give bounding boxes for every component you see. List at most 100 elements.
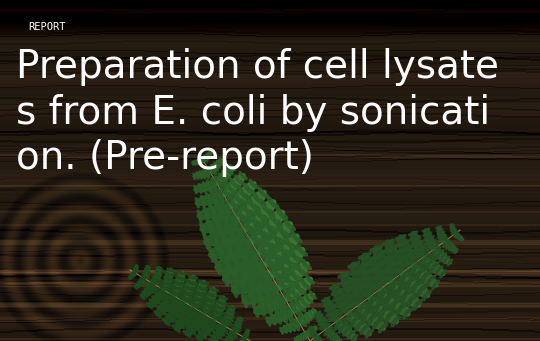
Ellipse shape bbox=[244, 200, 276, 231]
Ellipse shape bbox=[220, 331, 225, 336]
Ellipse shape bbox=[438, 250, 444, 254]
Ellipse shape bbox=[299, 306, 306, 311]
Ellipse shape bbox=[195, 163, 196, 165]
Ellipse shape bbox=[222, 170, 226, 176]
Ellipse shape bbox=[296, 324, 300, 331]
Ellipse shape bbox=[194, 160, 195, 163]
Ellipse shape bbox=[429, 236, 434, 240]
Ellipse shape bbox=[199, 337, 202, 341]
Ellipse shape bbox=[246, 335, 248, 336]
Ellipse shape bbox=[174, 308, 195, 330]
Ellipse shape bbox=[443, 242, 446, 248]
Ellipse shape bbox=[451, 249, 454, 252]
Ellipse shape bbox=[210, 226, 213, 235]
Ellipse shape bbox=[209, 299, 217, 303]
Ellipse shape bbox=[325, 323, 330, 328]
Ellipse shape bbox=[187, 293, 195, 296]
Ellipse shape bbox=[178, 308, 184, 316]
Ellipse shape bbox=[451, 232, 455, 234]
Ellipse shape bbox=[237, 263, 245, 273]
Ellipse shape bbox=[421, 250, 429, 256]
Ellipse shape bbox=[305, 294, 308, 300]
Ellipse shape bbox=[235, 330, 240, 332]
Ellipse shape bbox=[416, 300, 423, 305]
Ellipse shape bbox=[346, 300, 357, 306]
Ellipse shape bbox=[247, 211, 255, 222]
Ellipse shape bbox=[312, 331, 314, 333]
Ellipse shape bbox=[415, 236, 421, 240]
Ellipse shape bbox=[219, 158, 221, 161]
Ellipse shape bbox=[312, 295, 316, 299]
Ellipse shape bbox=[246, 275, 253, 285]
Ellipse shape bbox=[231, 219, 237, 232]
Ellipse shape bbox=[377, 278, 388, 287]
Ellipse shape bbox=[194, 182, 217, 192]
Ellipse shape bbox=[426, 228, 430, 231]
Ellipse shape bbox=[254, 298, 286, 314]
Ellipse shape bbox=[318, 323, 323, 326]
Ellipse shape bbox=[321, 299, 327, 302]
Ellipse shape bbox=[217, 166, 234, 184]
Ellipse shape bbox=[265, 299, 271, 307]
Ellipse shape bbox=[132, 276, 133, 278]
Ellipse shape bbox=[388, 270, 399, 279]
Ellipse shape bbox=[403, 240, 409, 245]
Ellipse shape bbox=[409, 267, 415, 277]
Ellipse shape bbox=[461, 237, 462, 238]
Ellipse shape bbox=[442, 253, 447, 257]
Ellipse shape bbox=[382, 323, 388, 328]
Ellipse shape bbox=[288, 312, 293, 322]
Ellipse shape bbox=[384, 249, 392, 252]
Ellipse shape bbox=[285, 306, 291, 313]
Ellipse shape bbox=[181, 273, 186, 275]
Ellipse shape bbox=[247, 332, 249, 333]
Ellipse shape bbox=[398, 235, 414, 266]
Ellipse shape bbox=[399, 255, 409, 259]
Ellipse shape bbox=[216, 165, 220, 168]
Ellipse shape bbox=[449, 247, 451, 251]
Ellipse shape bbox=[195, 324, 200, 331]
Ellipse shape bbox=[330, 305, 336, 310]
Ellipse shape bbox=[230, 331, 234, 334]
Ellipse shape bbox=[411, 243, 418, 247]
Ellipse shape bbox=[272, 203, 279, 208]
Ellipse shape bbox=[194, 176, 195, 179]
Ellipse shape bbox=[240, 216, 249, 228]
Ellipse shape bbox=[172, 304, 179, 310]
Ellipse shape bbox=[450, 228, 453, 230]
Ellipse shape bbox=[261, 250, 270, 263]
Ellipse shape bbox=[440, 229, 443, 231]
Ellipse shape bbox=[295, 263, 301, 271]
Ellipse shape bbox=[393, 277, 403, 285]
Ellipse shape bbox=[230, 182, 256, 208]
Ellipse shape bbox=[187, 333, 191, 338]
Ellipse shape bbox=[230, 234, 235, 246]
Ellipse shape bbox=[412, 249, 420, 252]
Ellipse shape bbox=[232, 307, 235, 309]
Ellipse shape bbox=[326, 329, 340, 341]
Ellipse shape bbox=[267, 310, 293, 324]
Ellipse shape bbox=[200, 188, 202, 193]
Ellipse shape bbox=[272, 248, 305, 278]
Ellipse shape bbox=[163, 277, 168, 280]
Ellipse shape bbox=[269, 228, 276, 239]
Ellipse shape bbox=[261, 233, 269, 245]
Ellipse shape bbox=[404, 280, 410, 290]
Ellipse shape bbox=[424, 271, 431, 277]
Ellipse shape bbox=[316, 339, 318, 341]
Ellipse shape bbox=[202, 182, 206, 187]
Ellipse shape bbox=[274, 273, 287, 282]
Ellipse shape bbox=[370, 248, 377, 252]
Ellipse shape bbox=[144, 288, 148, 292]
Ellipse shape bbox=[199, 320, 204, 327]
Ellipse shape bbox=[214, 168, 218, 171]
Ellipse shape bbox=[377, 298, 387, 306]
Ellipse shape bbox=[279, 316, 282, 324]
Ellipse shape bbox=[234, 317, 241, 332]
Ellipse shape bbox=[403, 312, 407, 319]
Ellipse shape bbox=[266, 278, 272, 292]
Ellipse shape bbox=[339, 326, 343, 333]
Ellipse shape bbox=[185, 306, 193, 312]
Ellipse shape bbox=[245, 300, 248, 308]
Ellipse shape bbox=[169, 274, 174, 276]
